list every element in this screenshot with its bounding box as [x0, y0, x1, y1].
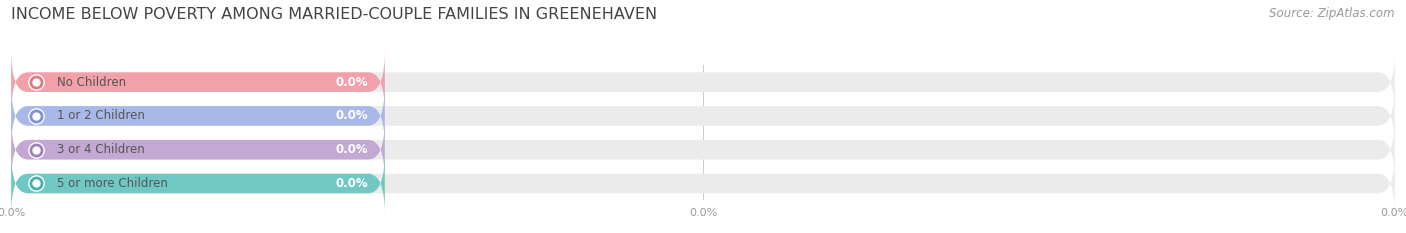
- Text: 0.0%: 0.0%: [1381, 208, 1406, 218]
- FancyBboxPatch shape: [11, 119, 1395, 180]
- Text: 3 or 4 Children: 3 or 4 Children: [56, 143, 145, 156]
- Text: Source: ZipAtlas.com: Source: ZipAtlas.com: [1270, 7, 1395, 20]
- FancyBboxPatch shape: [11, 85, 385, 147]
- Text: INCOME BELOW POVERTY AMONG MARRIED-COUPLE FAMILIES IN GREENEHAVEN: INCOME BELOW POVERTY AMONG MARRIED-COUPL…: [11, 7, 658, 22]
- Text: No Children: No Children: [56, 76, 127, 89]
- FancyBboxPatch shape: [11, 51, 1395, 113]
- Text: 0.0%: 0.0%: [336, 76, 368, 89]
- Text: 0.0%: 0.0%: [689, 208, 717, 218]
- FancyBboxPatch shape: [11, 153, 1395, 214]
- Text: 0.0%: 0.0%: [336, 110, 368, 122]
- Text: 0.0%: 0.0%: [0, 208, 25, 218]
- FancyBboxPatch shape: [11, 119, 385, 180]
- Text: 5 or more Children: 5 or more Children: [56, 177, 167, 190]
- FancyBboxPatch shape: [11, 153, 385, 214]
- FancyBboxPatch shape: [11, 85, 1395, 147]
- Text: 0.0%: 0.0%: [336, 143, 368, 156]
- FancyBboxPatch shape: [11, 51, 385, 113]
- Text: 0.0%: 0.0%: [336, 177, 368, 190]
- Text: 1 or 2 Children: 1 or 2 Children: [56, 110, 145, 122]
